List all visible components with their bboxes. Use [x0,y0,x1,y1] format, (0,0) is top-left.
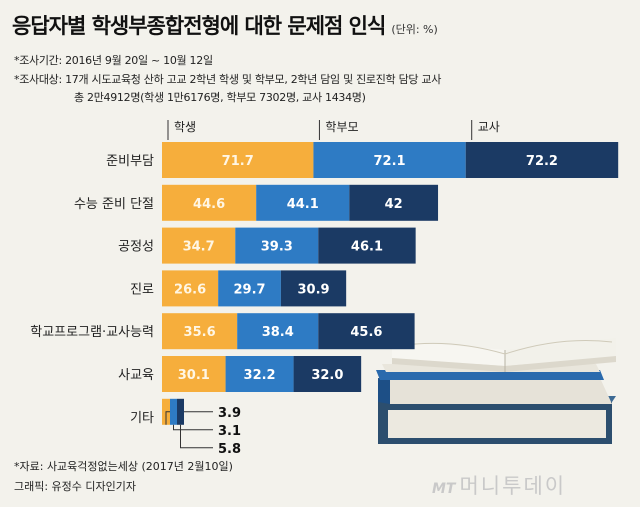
survey-target-total: 총 2만4912명(학생 1만6176명, 학부모 7302명, 교사 1434… [74,91,366,104]
leader-line-0 [165,411,213,425]
bar-1-0 [162,184,257,221]
value-label-0-1: 72.1 [374,154,406,169]
category-label-5: 사교육 [118,368,154,383]
value-label-6-0: 3.9 [218,406,241,421]
leader-line-1 [173,424,213,431]
value-label-5-1: 32.2 [244,368,276,383]
value-label-2-2: 46.1 [351,240,383,255]
legend-label-2: 교사 [478,120,500,134]
value-label-3-1: 29.7 [234,282,266,297]
publisher-logo: MT 머니투데이 [432,470,566,500]
bar-2-2 [318,227,416,264]
bar-4-1 [237,313,319,350]
category-label-6: 기타 [130,411,154,426]
value-label-5-2: 32.0 [311,368,343,383]
value-label-0-0: 71.7 [222,154,254,169]
category-label-2: 공정성 [118,240,154,255]
bar-6-1 [170,398,177,425]
value-label-2-0: 34.7 [183,240,215,255]
category-label-3: 진로 [130,282,154,297]
survey-period: *조사기간: 2016년 9월 20일 ~ 10월 12일 [14,54,213,67]
bar-5-2 [293,356,362,392]
bar-3-1 [218,270,281,307]
logo-mt-text: MT [432,481,456,497]
graphic-credit: 그래픽: 유정수 디자인기자 [14,480,137,493]
bar-6-2 [177,398,184,425]
unit-label: (단위: %) [391,23,438,36]
legend-label-1: 학부모 [325,120,358,134]
value-label-5-0: 30.1 [178,368,210,383]
category-label-1: 수능 준비 단절 [74,197,154,212]
bar-2-1 [235,227,319,264]
value-label-3-2: 30.9 [297,282,329,297]
value-label-6-2: 5.8 [218,442,241,457]
value-label-1-2: 42 [385,197,403,212]
value-label-0-2: 72.2 [526,154,558,169]
logo-name-text: 머니투데이 [459,474,567,498]
value-label-4-2: 45.6 [350,325,382,340]
bar-5-0 [162,356,226,392]
category-label-4: 학교프로그램·교사능력 [30,325,154,340]
bar-4-0 [162,313,238,350]
chart-title-text: 응답자별 학생부종합전형에 대한 문제점 인식 [12,14,386,38]
bar-0-0 [162,142,314,178]
bar-3-0 [162,270,219,307]
value-label-2-1: 39.3 [261,240,293,255]
survey-target: *조사대상: 17개 시도교육청 산하 고교 2학년 학생 및 학부모, 2학년… [14,73,442,86]
value-label-1-0: 44.6 [193,197,225,212]
bar-0-1 [313,142,466,178]
value-label-3-0: 26.6 [174,282,206,297]
leader-line-2 [180,424,213,449]
bar-4-2 [318,313,415,350]
value-label-1-1: 44.1 [287,197,319,212]
bar-5-1 [225,356,294,392]
category-label-0: 준비부담 [106,154,154,169]
source-note: *자료: 사교육걱정없는세상 (2017년 2월10일) [14,460,233,473]
bar-1-2 [349,184,439,221]
legend-label-0: 학생 [174,120,196,134]
chart-title: 응답자별 학생부종합전형에 대한 문제점 인식 (단위: %) [12,10,438,40]
books-illustration-icon [376,338,616,444]
bar-3-2 [280,270,347,307]
value-label-4-1: 38.4 [262,325,294,340]
bar-1-1 [256,184,350,221]
value-label-4-0: 35.6 [184,325,216,340]
bar-0-2 [465,142,619,178]
value-label-6-1: 3.1 [218,424,241,439]
bar-2-0 [162,227,236,264]
